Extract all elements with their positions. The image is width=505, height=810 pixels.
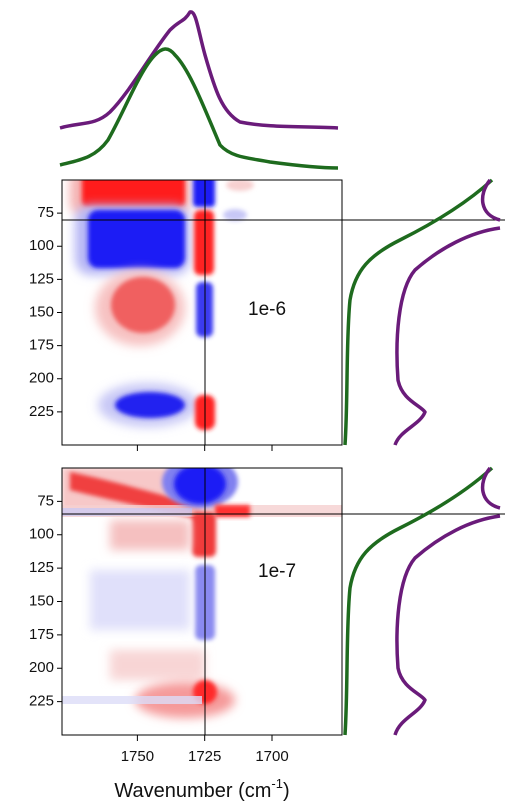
- side-spectrum-purple: [393, 466, 501, 736]
- side-spectrum-purple: [393, 178, 501, 446]
- y-tick-label: 175: [29, 626, 54, 643]
- y-tick-label: 225: [29, 403, 54, 420]
- x-tick-label: 1750: [121, 748, 154, 765]
- y-tick-label: 125: [29, 559, 54, 576]
- contour-map-2: [62, 468, 342, 718]
- x-tick-label: 1700: [255, 748, 288, 765]
- y-tick-label: 150: [29, 592, 54, 609]
- panel-label: 1e-6: [248, 299, 286, 320]
- side-spectrum-green: [343, 466, 494, 736]
- x-tick-label: 1725: [188, 748, 221, 765]
- y-tick-label: 150: [29, 303, 54, 320]
- y-tick-label: 225: [29, 693, 54, 710]
- top-spectrum-green: [59, 47, 339, 170]
- y-tick-label: 200: [29, 659, 54, 676]
- x-axis-label-superscript: -1: [271, 776, 283, 791]
- y-tick-label: 75: [37, 204, 54, 221]
- top-spectrum-purple: [59, 10, 339, 130]
- y-tick-label: 100: [29, 526, 54, 543]
- x-axis-label-end: ): [283, 780, 290, 802]
- contour-map-1: [70, 180, 254, 430]
- panel-label: 1e-7: [258, 561, 296, 582]
- y-tick-label: 200: [29, 370, 54, 387]
- y-tick-label: 175: [29, 337, 54, 354]
- side-spectrum-green: [343, 178, 494, 446]
- y-tick-label: 75: [37, 492, 54, 509]
- x-axis-label: Wavenumber (cm-1): [114, 776, 289, 802]
- y-tick-label: 125: [29, 270, 54, 287]
- y-tick-label: 100: [29, 237, 54, 254]
- x-axis-label-text: Wavenumber (cm: [114, 780, 271, 802]
